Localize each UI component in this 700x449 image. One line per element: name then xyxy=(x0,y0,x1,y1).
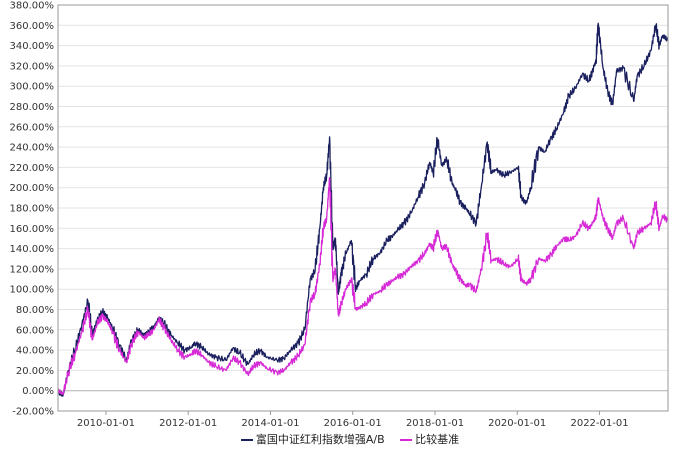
y-tick-label: 380.00% xyxy=(10,1,55,12)
y-tick-label: 300.00% xyxy=(10,82,55,93)
y-tick-label: 80.00% xyxy=(16,305,54,316)
x-tick-label: 2016-01-01 xyxy=(324,418,382,429)
legend-swatch-fund xyxy=(240,439,253,441)
y-axis-ticks: -20.00% 0.00% 20.00% 40.00% 60.00% 80.00% 100.… xyxy=(10,1,55,418)
legend-item-fund: 富国中证红利指数增强A/B xyxy=(240,431,385,447)
y-tick-label: 20.00% xyxy=(16,366,54,377)
legend-label-benchmark: 比较基准 xyxy=(415,433,460,446)
series-lines xyxy=(57,22,669,397)
y-tick-label: 120.00% xyxy=(10,264,55,275)
y-tick-label: 160.00% xyxy=(10,224,55,235)
y-tick-label: 340.00% xyxy=(10,41,55,52)
y-tick-label: 320.00% xyxy=(10,61,55,72)
x-tick-label: 2018-01-01 xyxy=(406,418,464,429)
y-tick-label: 180.00% xyxy=(10,204,55,215)
legend-item-benchmark: 比较基准 xyxy=(400,431,459,447)
y-tick-label: -20.00% xyxy=(12,407,54,418)
series-line-fund xyxy=(57,22,669,397)
x-axis-ticks: 2010-01-01 2012-01-01 2014-01-01 2016-01-01… xyxy=(77,411,629,429)
x-tick-label: 2014-01-01 xyxy=(241,418,299,429)
x-tick-label: 2012-01-01 xyxy=(159,418,217,429)
plot-frame xyxy=(57,4,669,412)
y-tick-label: 40.00% xyxy=(16,346,54,357)
y-tick-label: 60.00% xyxy=(16,325,54,336)
y-tick-label: 240.00% xyxy=(10,143,55,154)
y-tick-label: 360.00% xyxy=(10,21,55,32)
x-tick-label: 2022-01-01 xyxy=(570,418,628,429)
y-tick-label: 0.00% xyxy=(22,386,54,397)
gridlines xyxy=(58,4,668,412)
series-line-benchmark xyxy=(57,176,669,395)
y-tick-label: 140.00% xyxy=(10,244,55,255)
y-tick-label: 220.00% xyxy=(10,163,55,174)
y-tick-label: 200.00% xyxy=(10,183,55,194)
x-tick-label: 2010-01-01 xyxy=(77,418,135,429)
legend: 富国中证红利指数增强A/B 比较基准 xyxy=(0,431,700,447)
y-tick-label: 100.00% xyxy=(10,285,55,296)
x-tick-label: 2020-01-01 xyxy=(488,418,546,429)
y-tick-label: 260.00% xyxy=(10,122,55,133)
legend-label-fund: 富国中证红利指数增强A/B xyxy=(255,433,385,446)
y-tick-label: 280.00% xyxy=(10,102,55,113)
legend-swatch-benchmark xyxy=(400,439,413,441)
